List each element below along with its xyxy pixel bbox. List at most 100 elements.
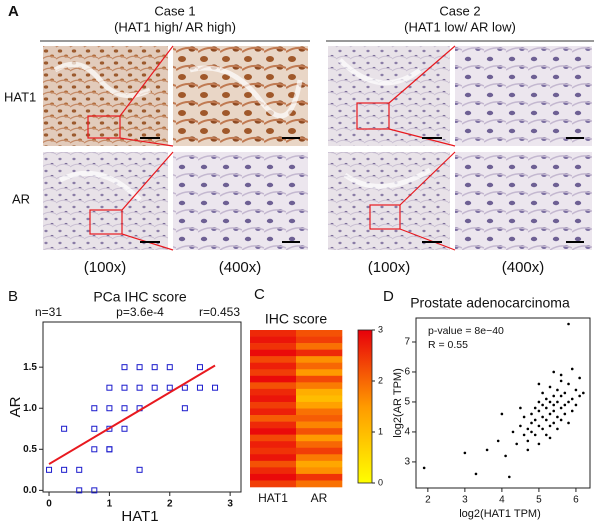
point (526, 448, 530, 452)
micrograph (43, 152, 168, 250)
colorbar-tick-label: 3 (378, 324, 383, 334)
point (121, 364, 128, 371)
heat-cell (296, 349, 343, 357)
point (552, 409, 556, 413)
point (537, 400, 541, 404)
point (556, 415, 559, 419)
column-label: AR (311, 491, 328, 505)
point (530, 421, 533, 425)
point (548, 436, 552, 440)
x-tick-label: 3 (462, 495, 468, 506)
micrograph (43, 46, 168, 146)
point (545, 406, 548, 410)
point (567, 382, 570, 386)
point (515, 442, 518, 446)
colorbar (357, 329, 373, 484)
y-tick-label: 0.5 (23, 444, 37, 455)
micrographs (43, 45, 592, 251)
point (181, 405, 188, 412)
magnification: (400x) (219, 259, 262, 276)
heat-cell (296, 330, 343, 337)
gland-lumen (53, 61, 152, 99)
point (548, 412, 552, 416)
point (563, 391, 567, 395)
point (519, 406, 522, 410)
point (91, 446, 98, 453)
plot-frame (415, 317, 591, 489)
point (563, 403, 567, 407)
point (212, 384, 219, 391)
point (567, 322, 570, 326)
x-tick-label: 6 (573, 495, 579, 506)
heat-cell (296, 473, 343, 481)
heat-cell (296, 408, 343, 416)
zoom-box (369, 204, 401, 230)
point (556, 427, 559, 431)
magnification: (100x) (84, 259, 127, 276)
heat-cell (296, 356, 343, 364)
point (463, 451, 467, 455)
point (507, 475, 511, 479)
heat-cell (296, 467, 343, 475)
point (196, 364, 203, 371)
heat-cell (296, 441, 343, 449)
case-title: Case 2 (439, 3, 480, 18)
panel-label: A (8, 3, 19, 20)
y-tick-label: 0.0 (23, 485, 37, 496)
gland-lumen (338, 58, 422, 86)
point (559, 394, 563, 398)
point (121, 405, 128, 412)
x-axis-label: log2(HAT1 TPM) (459, 508, 541, 520)
y-axis-label: AR (7, 396, 24, 417)
heat-cell (296, 395, 343, 403)
point (548, 424, 552, 428)
heat-cell (250, 369, 297, 377)
point (559, 373, 563, 377)
point (559, 418, 563, 422)
panel-label: D (383, 288, 394, 305)
point (106, 405, 113, 412)
heat-cell (296, 362, 343, 370)
heat-cell (296, 375, 343, 383)
heat-cell (296, 460, 343, 468)
micrograph (173, 46, 308, 146)
point (545, 418, 548, 422)
point (533, 418, 537, 422)
point (541, 427, 544, 431)
point (537, 424, 541, 428)
point (545, 397, 548, 401)
point (567, 400, 570, 404)
x-tick-label: 4 (499, 495, 505, 506)
zoom-line (388, 45, 456, 104)
micrograph (328, 46, 450, 146)
point (500, 412, 504, 416)
heat-cell (250, 375, 297, 383)
annotation: R = 0.55 (428, 339, 468, 351)
point (567, 421, 570, 425)
heat-cell (296, 415, 343, 422)
point (61, 466, 68, 473)
y-tick-label: 3 (404, 457, 410, 468)
case-title: Case 1 (154, 3, 195, 18)
heat-cell (296, 388, 343, 396)
y-tick-label: 1.5 (23, 362, 37, 373)
heat-cell (296, 336, 343, 344)
magnification: (100x) (368, 259, 411, 276)
point (545, 433, 548, 437)
point (496, 439, 500, 443)
heat-cell (250, 434, 297, 442)
row-label: AR (12, 191, 30, 206)
heat-cell (250, 382, 297, 390)
point (541, 391, 544, 395)
x-tick-label: 3 (227, 499, 233, 510)
zoom-line (119, 137, 174, 147)
point (537, 382, 541, 386)
heat-cell (250, 454, 297, 462)
x-tick-label: 2 (425, 495, 431, 506)
micrograph (455, 46, 592, 146)
point (166, 384, 173, 391)
point (46, 466, 53, 473)
heat-cell (296, 428, 343, 435)
y-tick-label: 4 (404, 427, 410, 438)
